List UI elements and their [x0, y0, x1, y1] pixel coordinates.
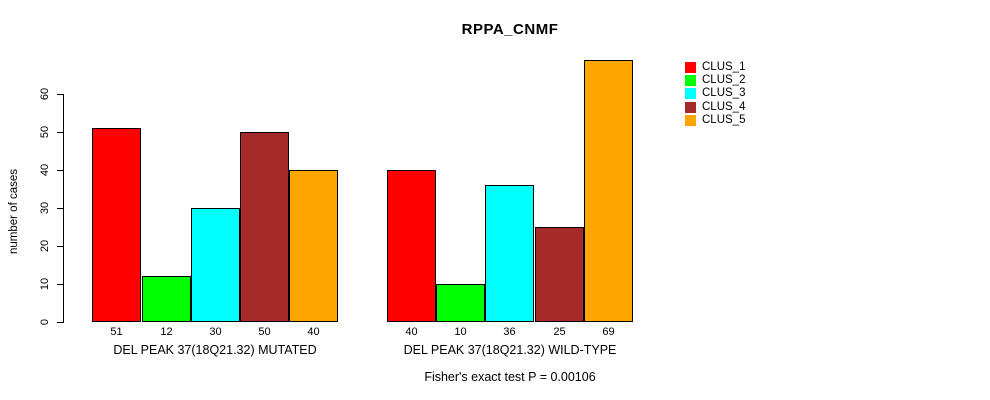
y-tick-label: 60 [39, 87, 51, 101]
bar-clus_3-group1 [191, 208, 240, 322]
fisher-test-annotation: Fisher's exact test P = 0.00106 [424, 370, 596, 384]
legend-label: CLUS_1 [702, 61, 746, 74]
legend-swatch [685, 75, 696, 87]
y-tick-label: 20 [39, 239, 51, 253]
bar-clus_5-group2 [584, 60, 633, 322]
y-tick [57, 284, 63, 285]
legend-label: CLUS_3 [702, 87, 746, 100]
y-tick-label: 50 [39, 125, 51, 139]
group-label: DEL PEAK 37(18Q21.32) MUTATED [113, 343, 317, 357]
chart-title: RPPA_CNMF [461, 21, 559, 38]
legend-label: CLUS_2 [702, 74, 746, 87]
legend: CLUS_1 CLUS_2 CLUS_3 CLUS_4 CLUS_5 [685, 61, 745, 127]
legend-item-clus_1: CLUS_1 [685, 61, 745, 74]
bar-clus_4-group1 [240, 132, 289, 322]
y-tick-label: 30 [39, 201, 51, 215]
bar-value-label: 30 [209, 326, 222, 338]
legend-item-clus_3: CLUS_3 [685, 87, 745, 100]
bar-value-label: 25 [553, 326, 566, 338]
legend-label: CLUS_4 [702, 100, 746, 113]
y-tick-label: 10 [39, 277, 51, 291]
bar-clus_2-group1 [142, 276, 191, 322]
y-tick [57, 322, 63, 323]
bar-clus_4-group2 [535, 227, 584, 322]
y-tick-label: 40 [39, 163, 51, 177]
y-tick [57, 132, 63, 133]
bar-value-label: 12 [160, 326, 173, 338]
bar-value-label: 51 [110, 326, 123, 338]
bar-value-label: 40 [405, 326, 418, 338]
bar-value-label: 10 [454, 326, 467, 338]
bar-value-label: 69 [602, 326, 615, 338]
bar-clus_3-group2 [485, 185, 534, 322]
bar-clus_2-group2 [436, 284, 485, 322]
legend-swatch [685, 114, 696, 126]
bar-value-label: 36 [503, 326, 516, 338]
bar-value-label: 40 [307, 326, 320, 338]
legend-swatch [685, 88, 696, 100]
legend-label: CLUS_5 [702, 113, 746, 126]
bar-clus_1-group2 [387, 170, 436, 322]
y-tick [57, 208, 63, 209]
legend-swatch [685, 101, 696, 113]
y-tick [57, 246, 63, 247]
bar-clus_5-group1 [289, 170, 338, 322]
legend-item-clus_4: CLUS_4 [685, 101, 745, 114]
y-tick [57, 170, 63, 171]
y-tick [57, 94, 63, 95]
bar-clus_1-group1 [92, 128, 141, 322]
legend-swatch [685, 62, 696, 74]
legend-item-clus_5: CLUS_5 [685, 114, 745, 127]
bar-value-label: 50 [258, 326, 271, 338]
y-axis-line [63, 94, 64, 323]
y-tick-label: 0 [39, 318, 51, 326]
group-label: DEL PEAK 37(18Q21.32) WILD-TYPE [403, 343, 617, 357]
legend-item-clus_2: CLUS_2 [685, 74, 745, 87]
